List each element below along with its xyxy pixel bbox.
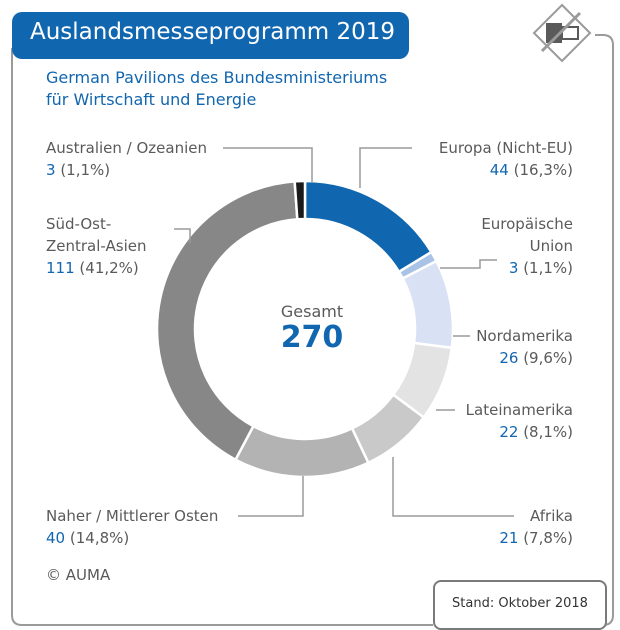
donut-slice-5	[233, 424, 370, 479]
label-australien-pct: (1,1%)	[60, 161, 111, 179]
label-eu-name2: Union	[529, 237, 573, 255]
label-asien: Süd-Ost- Zentral-Asien 111 (41,2%)	[46, 213, 146, 279]
leader-australien	[223, 147, 313, 183]
leader-nahost	[238, 476, 304, 517]
label-eu-count: 3	[508, 259, 519, 277]
label-lateinamerika-count: 22	[499, 423, 519, 441]
label-eu-pct: (1,1%)	[523, 259, 573, 277]
label-australien-count: 3	[46, 161, 56, 179]
label-asien-name1: Süd-Ost-	[46, 215, 112, 233]
label-asien-pct: (41,2%)	[79, 259, 139, 277]
leader-eu	[440, 259, 497, 269]
label-nordamerika: Nordamerika 26 (9,6%)	[430, 325, 573, 369]
title-box	[12, 12, 409, 59]
chart-title: Auslandsmesseprogramm 2019	[30, 19, 396, 45]
label-lateinamerika-name: Lateinamerika	[465, 401, 573, 419]
label-asien-name2: Zentral-Asien	[46, 237, 147, 255]
leader-lines	[174, 147, 514, 517]
leader-europa	[359, 147, 412, 188]
label-europa-pct: (16,3%)	[513, 161, 573, 179]
auma-logo-icon	[532, 3, 592, 63]
label-afrika-name: Afrika	[530, 507, 573, 525]
label-afrika: Afrika 21 (7,8%)	[430, 505, 573, 549]
label-nahost: Naher / Mittlerer Osten 40 (14,8%)	[46, 505, 218, 549]
stand-date: Stand: Oktober 2018	[452, 596, 588, 611]
label-lateinamerika-pct: (8,1%)	[523, 423, 573, 441]
label-europa-name: Europa (Nicht-EU)	[438, 139, 573, 157]
label-nahost-name: Naher / Mittlerer Osten	[46, 507, 219, 525]
donut-slice-7	[293, 179, 307, 221]
chart-subtitle: German Pavilions des Bundesministeriums …	[46, 67, 387, 111]
stand-box: Stand: Oktober 2018	[433, 580, 607, 630]
label-nahost-pct: (14,8%)	[69, 529, 130, 547]
label-afrika-count: 21	[499, 529, 519, 547]
donut-slice-6	[155, 180, 299, 462]
label-eu: Europäische Union 3 (1,1%)	[430, 213, 573, 279]
label-europa-count: 44	[489, 161, 509, 179]
copyright: © AUMA	[46, 566, 111, 584]
label-nordamerika-pct: (9,6%)	[523, 349, 573, 367]
leader-afrika	[392, 457, 514, 517]
label-australien: Australien / Ozeanien 3 (1,1%)	[46, 137, 207, 181]
label-lateinamerika: Lateinamerika 22 (8,1%)	[430, 399, 573, 443]
label-eu-name1: Europäische	[481, 215, 573, 233]
label-nordamerika-name: Nordamerika	[476, 327, 573, 345]
label-afrika-pct: (7,8%)	[523, 529, 573, 547]
center-total: 270	[280, 320, 344, 355]
leader-asien	[174, 228, 191, 243]
label-asien-count: 111	[46, 259, 75, 277]
donut-chart	[155, 179, 455, 479]
subtitle-line2: für Wirtschaft und Energie	[46, 90, 257, 109]
donut-slice-0	[303, 179, 434, 274]
label-europa-nicht-eu: Europa (Nicht-EU) 44 (16,3%)	[380, 137, 573, 181]
label-nahost-count: 40	[46, 529, 66, 547]
subtitle-line1: German Pavilions des Bundesministeriums	[46, 68, 388, 87]
label-australien-name: Australien / Ozeanien	[46, 139, 207, 157]
center-label: Gesamt	[280, 302, 344, 321]
label-nordamerika-count: 26	[499, 349, 519, 367]
